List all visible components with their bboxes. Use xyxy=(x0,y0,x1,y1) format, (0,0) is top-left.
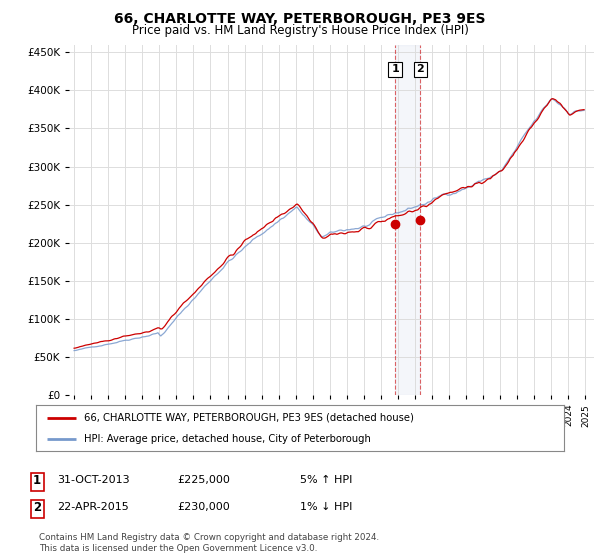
Text: 1: 1 xyxy=(33,474,41,487)
Text: 2: 2 xyxy=(33,501,41,514)
Text: 66, CHARLOTTE WAY, PETERBOROUGH, PE3 9ES: 66, CHARLOTTE WAY, PETERBOROUGH, PE3 9ES xyxy=(114,12,486,26)
Text: HPI: Average price, detached house, City of Peterborough: HPI: Average price, detached house, City… xyxy=(83,434,370,444)
Text: 66, CHARLOTTE WAY, PETERBOROUGH, PE3 9ES (detached house): 66, CHARLOTTE WAY, PETERBOROUGH, PE3 9ES… xyxy=(83,413,413,423)
Text: 31-OCT-2013: 31-OCT-2013 xyxy=(57,475,130,486)
Text: £230,000: £230,000 xyxy=(177,502,230,512)
Text: Contains HM Land Registry data © Crown copyright and database right 2024.
This d: Contains HM Land Registry data © Crown c… xyxy=(39,533,379,553)
Text: 22-APR-2015: 22-APR-2015 xyxy=(57,502,129,512)
Text: Price paid vs. HM Land Registry's House Price Index (HPI): Price paid vs. HM Land Registry's House … xyxy=(131,24,469,36)
Text: £225,000: £225,000 xyxy=(177,475,230,486)
Text: 1: 1 xyxy=(391,64,399,74)
Bar xyxy=(395,45,421,395)
Text: 2: 2 xyxy=(416,64,424,74)
Text: 5% ↑ HPI: 5% ↑ HPI xyxy=(300,475,352,486)
Text: 1% ↓ HPI: 1% ↓ HPI xyxy=(300,502,352,512)
